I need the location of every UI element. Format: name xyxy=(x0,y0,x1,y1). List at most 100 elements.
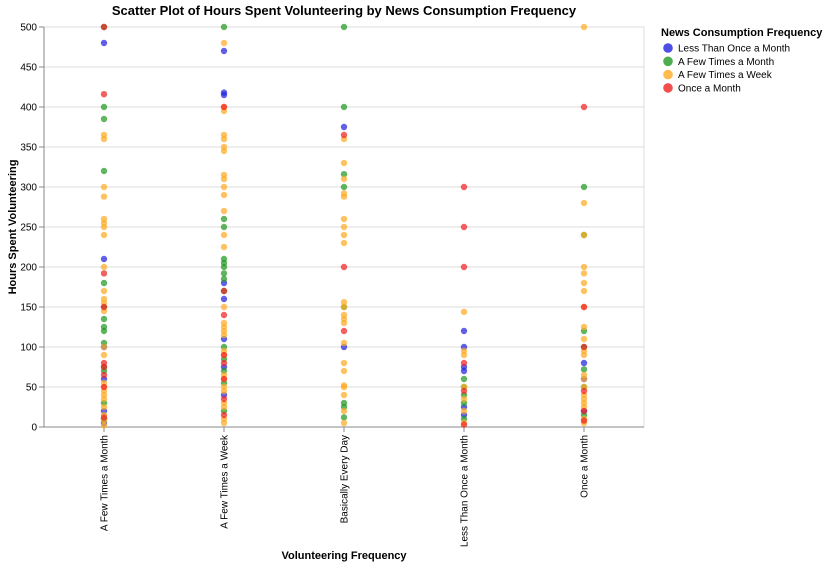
legend-swatch xyxy=(663,83,673,93)
data-point xyxy=(580,387,588,395)
data-point xyxy=(220,207,228,215)
legend-items: Less Than Once a Month A Few Times a Mont… xyxy=(663,43,790,94)
data-point xyxy=(340,223,348,231)
legend-label: Once a Month xyxy=(678,83,741,94)
data-point xyxy=(100,343,108,351)
data-point xyxy=(340,383,348,391)
data-point xyxy=(220,47,228,55)
data-point xyxy=(460,367,468,375)
data-point xyxy=(580,407,588,415)
data-point xyxy=(580,270,588,277)
x-tick-label: Basically Every Day xyxy=(340,435,351,523)
data-point xyxy=(340,103,348,111)
data-point xyxy=(220,243,228,251)
data-point xyxy=(220,375,228,383)
data-point xyxy=(580,366,588,373)
legend-label: Less Than Once a Month xyxy=(678,44,790,55)
data-point xyxy=(220,403,228,411)
data-point xyxy=(460,183,468,191)
data-point xyxy=(100,193,108,200)
data-point xyxy=(460,263,468,271)
data-point xyxy=(100,383,108,391)
data-point xyxy=(220,135,228,143)
data-point xyxy=(340,215,348,223)
data-point xyxy=(220,231,228,239)
data-point xyxy=(100,270,108,277)
legend-swatch xyxy=(663,69,673,80)
data-point xyxy=(220,387,228,395)
data-point xyxy=(100,223,108,231)
data-point xyxy=(340,239,348,247)
data-point xyxy=(220,91,228,99)
data-point xyxy=(100,327,108,335)
data-point xyxy=(100,115,108,123)
data-point xyxy=(220,275,228,283)
data-point xyxy=(580,103,588,111)
x-tick-label: Once a Month xyxy=(580,435,591,498)
y-tick-label: 450 xyxy=(20,63,37,74)
y-tick-label: 50 xyxy=(26,383,38,394)
legend-label: A Few Times a Week xyxy=(678,70,773,81)
y-tick-label: 150 xyxy=(20,303,37,314)
data-point xyxy=(220,395,228,403)
data-point xyxy=(460,387,468,395)
data-point xyxy=(100,231,108,239)
legend-swatch xyxy=(663,43,673,53)
data-point xyxy=(100,263,108,271)
data-point xyxy=(580,263,588,271)
data-point xyxy=(100,255,108,263)
x-tick-label: A Few Times a Week xyxy=(220,434,231,529)
legend-swatch xyxy=(663,56,673,67)
data-point xyxy=(340,171,348,178)
data-point xyxy=(220,411,228,419)
data-point xyxy=(220,359,228,367)
y-axis-title: Hours Spent Volunteering xyxy=(7,160,19,295)
data-points xyxy=(100,23,588,429)
data-point xyxy=(340,183,348,191)
data-point xyxy=(340,231,348,239)
data-point xyxy=(580,23,588,31)
data-point xyxy=(580,351,588,359)
data-point xyxy=(220,419,228,427)
data-point xyxy=(100,279,108,287)
data-point xyxy=(340,339,348,347)
data-point xyxy=(220,295,228,303)
data-point xyxy=(580,335,588,343)
data-point xyxy=(460,375,468,383)
data-point xyxy=(340,263,348,271)
data-point xyxy=(220,223,228,231)
data-point xyxy=(100,287,108,295)
data-point xyxy=(340,319,348,327)
data-point xyxy=(220,175,228,183)
data-point xyxy=(580,303,588,311)
data-point xyxy=(580,359,588,367)
data-point xyxy=(340,23,348,31)
y-tick-label: 400 xyxy=(20,103,37,114)
data-point xyxy=(100,39,108,47)
data-point xyxy=(340,303,348,311)
data-point xyxy=(460,223,468,231)
data-point xyxy=(100,91,108,98)
data-point xyxy=(100,183,108,191)
data-point xyxy=(460,327,468,335)
data-point xyxy=(100,135,108,143)
data-point xyxy=(580,417,588,424)
data-point xyxy=(220,270,228,277)
data-point xyxy=(100,303,108,311)
data-point xyxy=(100,315,108,323)
data-point xyxy=(580,287,588,295)
data-point xyxy=(100,167,108,175)
data-point xyxy=(220,263,228,271)
data-point xyxy=(580,199,588,207)
data-point xyxy=(220,23,228,31)
data-point xyxy=(460,395,468,403)
legend-label: A Few Times a Month xyxy=(678,57,774,68)
data-point xyxy=(340,391,348,399)
data-point xyxy=(220,191,228,199)
data-point xyxy=(220,103,228,111)
data-point xyxy=(220,147,228,155)
y-tick-label: 300 xyxy=(20,183,37,194)
data-point xyxy=(580,343,588,351)
data-point xyxy=(100,422,108,429)
